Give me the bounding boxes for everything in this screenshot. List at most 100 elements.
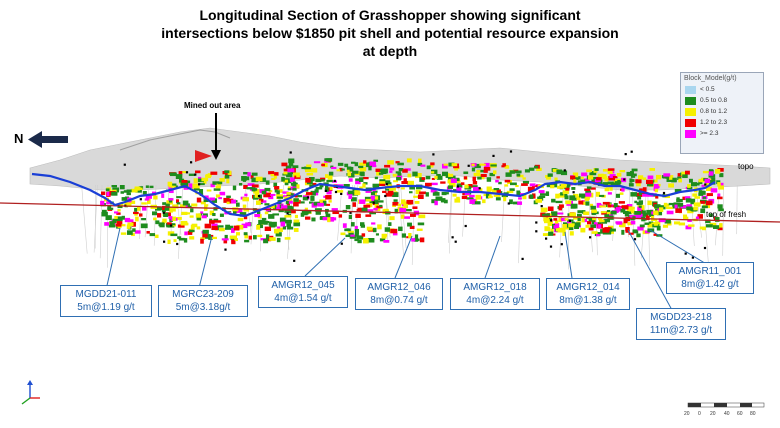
block-cell — [280, 205, 288, 209]
block-cell — [209, 220, 215, 224]
block-cell — [412, 171, 418, 177]
block-cell — [322, 200, 327, 206]
block-cell — [693, 207, 698, 211]
block-cell — [709, 222, 717, 228]
block-cell — [176, 199, 180, 204]
block-cell — [349, 166, 354, 172]
sample-point — [492, 154, 495, 157]
block-cell — [354, 229, 359, 234]
block-cell — [669, 175, 674, 180]
block-cell — [473, 172, 481, 177]
block-cell — [522, 177, 526, 180]
block-cell — [384, 164, 391, 168]
block-cell — [126, 224, 131, 229]
block-cell — [395, 161, 400, 164]
block-cell — [503, 192, 509, 195]
block-cell — [306, 210, 312, 214]
block-cell — [379, 204, 383, 207]
block-cell — [321, 163, 325, 167]
block-cell — [276, 190, 280, 195]
block-cell — [190, 224, 195, 230]
block-cell — [379, 181, 386, 184]
block-cell — [361, 233, 366, 237]
block-cell — [401, 233, 407, 238]
block-cell — [573, 179, 577, 184]
block-cell — [261, 190, 267, 195]
block-cell — [344, 228, 351, 232]
callout-result: 8m@1.38 g/t — [559, 295, 617, 306]
block-cell — [217, 181, 223, 185]
block-cell — [155, 206, 161, 211]
block-cell — [184, 222, 188, 225]
block-cell — [425, 175, 431, 180]
block-cell — [276, 196, 284, 199]
block-cell — [340, 232, 346, 236]
block-cell — [363, 204, 371, 208]
block-cell — [414, 234, 419, 240]
block-cell — [137, 187, 143, 191]
block-cell — [290, 177, 296, 182]
block-cell — [319, 199, 327, 205]
block-cell — [163, 212, 169, 217]
block-cell — [359, 186, 363, 190]
block-cell — [503, 196, 507, 202]
block-cell — [302, 196, 309, 201]
block-cell — [134, 213, 138, 216]
block-cell — [301, 210, 309, 215]
block-cell — [213, 188, 221, 191]
block-cell — [697, 214, 703, 219]
sample-point — [521, 257, 524, 260]
block-cell — [348, 178, 353, 182]
block-cell — [310, 196, 315, 201]
block-cell — [212, 181, 220, 185]
block-cell — [573, 216, 580, 220]
block-cell — [403, 203, 408, 209]
block-cell — [105, 188, 110, 192]
sample-point — [560, 243, 563, 246]
sample-point — [349, 211, 352, 214]
block-cell — [587, 221, 592, 225]
block-cell — [342, 223, 347, 228]
block-cell — [444, 199, 448, 204]
block-cell — [477, 169, 485, 173]
block-cell — [257, 234, 263, 238]
block-cell — [642, 192, 649, 197]
block-cell — [356, 192, 361, 195]
block-cell — [626, 204, 633, 207]
callout-leaders — [105, 227, 709, 311]
block-cell — [193, 178, 198, 184]
block-cell — [325, 195, 332, 200]
block-cell — [580, 179, 586, 184]
block-cell — [569, 195, 576, 201]
block-cell — [341, 168, 345, 171]
block-cell — [271, 177, 276, 180]
block-cell — [383, 240, 390, 243]
block-cell — [591, 209, 597, 213]
block-cell — [496, 176, 500, 179]
block-cell — [236, 202, 240, 207]
block-cell — [637, 206, 642, 212]
block-cell — [128, 200, 136, 204]
block-cell — [375, 168, 382, 172]
block-cell — [700, 208, 706, 214]
block-cell — [417, 162, 423, 167]
block-cell — [572, 172, 579, 178]
block-cell — [350, 234, 358, 237]
block-cell — [179, 178, 184, 183]
block-cell — [314, 208, 322, 212]
block-cell — [210, 183, 215, 188]
block-cell — [553, 218, 558, 221]
block-cell — [175, 174, 183, 180]
block-cell — [656, 211, 663, 216]
block-cell — [131, 232, 135, 237]
block-cell — [387, 182, 392, 187]
block-cell — [561, 227, 566, 233]
block-cell — [144, 198, 150, 201]
block-cell — [631, 210, 635, 214]
block-cell — [282, 173, 287, 176]
block-cell — [107, 208, 113, 211]
block-cell — [637, 226, 644, 231]
block-cell — [529, 183, 536, 187]
block-cell — [429, 164, 434, 168]
block-cell — [448, 173, 454, 177]
